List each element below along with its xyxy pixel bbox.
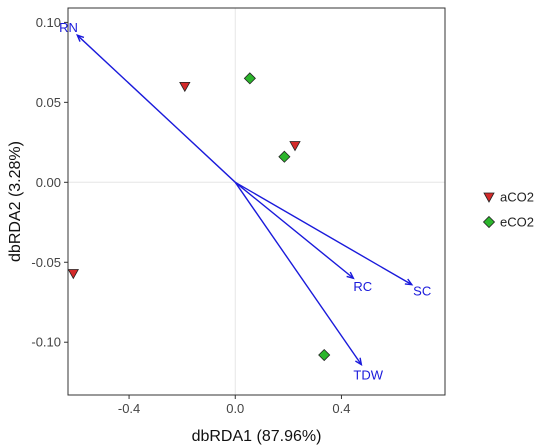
vector-arrowhead-rn: [76, 34, 85, 42]
data-point-aco2: [289, 141, 301, 152]
data-point-eco2: [243, 72, 256, 85]
y-axis-title: dbRDA2 (3.28%): [7, 141, 24, 262]
data-point-eco2: [318, 348, 331, 362]
y-tick-label: -0.10: [31, 335, 61, 350]
vector-arrow-rn: [76, 34, 236, 183]
y-tick-label: -0.05: [31, 255, 61, 270]
grid: [68, 8, 445, 395]
data-point-aco2: [67, 269, 79, 280]
vector-arrow-rc: [234, 181, 354, 279]
axis-ticks: -0.4 0.0 0.4 0.10 0.05 0.00 -0.05 -0.10: [31, 15, 350, 416]
y-tick-label: 0.00: [36, 175, 61, 190]
vector-arrowhead-sc: [404, 278, 414, 286]
legend-key-aco2: [483, 192, 495, 203]
vector-arrow-tdw: [234, 181, 362, 366]
legend-label-eco2: eCO2: [500, 215, 534, 230]
y-tick-label: 0.10: [36, 15, 61, 30]
vector-arrowhead-rc: [346, 271, 355, 280]
legend-label-aco2: aCO2: [500, 190, 534, 205]
data-point-aco2: [179, 81, 191, 93]
vector-label-tdw: TDW: [353, 367, 383, 382]
x-tick-label: 0.4: [332, 401, 350, 416]
data-point-eco2: [278, 150, 291, 163]
vector-arrows: RN RC SC TDW: [59, 20, 431, 382]
vector-label-rc: RC: [353, 279, 372, 294]
legend: aCO2 eCO2: [482, 190, 534, 230]
plot-frame: [67, 7, 446, 396]
x-tick-label: 0.0: [226, 401, 244, 416]
legend-key-eco2: [482, 215, 496, 229]
x-tick-label: -0.4: [118, 401, 140, 416]
vector-label-sc: SC: [413, 284, 431, 299]
y-tick-label: 0.05: [36, 95, 61, 110]
data-points: [67, 72, 331, 362]
x-axis-title: dbRDA1 (87.96%): [192, 428, 322, 445]
vector-arrow-sc: [234, 181, 413, 286]
vector-arrowhead-tdw: [355, 357, 363, 367]
vector-label-rn: RN: [59, 20, 78, 35]
